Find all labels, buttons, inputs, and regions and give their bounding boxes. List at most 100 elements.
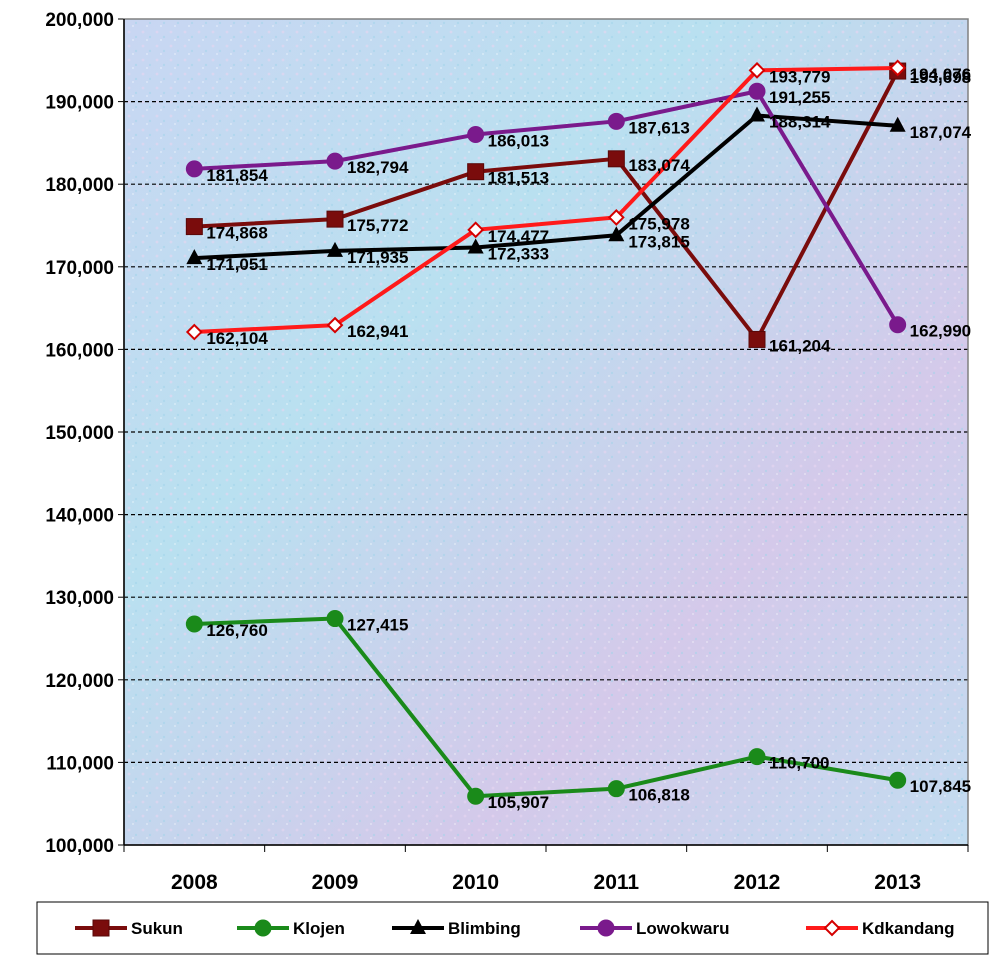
data-point [185,615,203,633]
data-point [607,209,625,226]
data-point [889,316,907,334]
legend-label: Sukun [131,919,183,938]
data-point [467,787,485,805]
legend-item-sukun: Sukun [75,919,183,938]
data-point [327,241,343,257]
data-label: 186,013 [488,132,549,151]
data-label: 162,990 [910,322,971,341]
data-point [326,610,344,628]
x-tick-label: 2013 [874,871,921,894]
data-point [748,330,766,348]
data-point [185,218,203,236]
data-point [748,82,766,100]
data-label: 187,074 [910,123,972,142]
series-lowokwaru [185,82,907,334]
data-label: 181,854 [206,166,268,185]
series-line [194,616,898,799]
legend-item-kdkandang: Kdkandang [806,919,955,938]
series-kdkandang [185,59,907,341]
y-tick-label: 130,000 [45,588,114,609]
legend-item-lowokwaru: Lowokwaru [580,919,730,938]
data-point [185,160,203,178]
data-point [607,780,625,798]
data-labels: 174,868 175,772 181,513 183,074 161,204 193,6… [206,65,971,812]
data-point [607,112,625,130]
data-label: 127,415 [347,616,408,635]
data-label: 174,868 [206,224,267,243]
data-point [607,150,625,168]
x-tick-label: 2010 [452,871,499,894]
legend-label: Klojen [293,919,345,938]
y-tick-label: 200,000 [45,10,114,31]
data-point [749,106,765,122]
x-tick-label: 2009 [312,871,359,894]
data-label: 162,104 [206,329,268,348]
legend: Sukun Klojen Blimbing Lowokwaru Kdkandang [36,901,989,955]
data-label: 188,314 [769,113,831,132]
data-point [889,116,906,132]
data-label: 110,700 [769,754,830,773]
data-point [410,919,426,934]
data-label: 187,613 [628,118,689,137]
series-line [194,113,898,261]
legend-label: Lowokwaru [636,919,730,938]
data-label: 191,255 [769,88,830,107]
axes: 100,000 110,000 120,000 130,000 140,000 150,0… [45,10,969,894]
series-line [194,89,900,326]
legend-item-blimbing: Blimbing [392,919,521,938]
data-label: 181,513 [488,169,549,188]
data-point [467,221,485,239]
data-point [889,59,907,77]
legend-label: Blimbing [448,919,521,938]
data-label: 174,477 [488,227,549,246]
y-tick-label: 150,000 [45,423,114,444]
data-label: 194,076 [910,65,971,84]
data-point [823,919,841,937]
data-point [254,919,272,937]
series-sukun [185,62,907,348]
data-point [92,919,110,937]
data-point [326,210,344,228]
data-label: 193,779 [769,67,830,86]
data-label: 173,815 [628,232,689,251]
x-tick-label: 2011 [594,871,640,894]
y-tick-label: 110,000 [46,753,114,774]
x-tick-label: 2012 [734,871,781,894]
data-label: 183,074 [628,156,690,175]
series-line [194,65,898,335]
data-label: 171,935 [347,248,408,267]
series-blimbing [186,106,906,265]
data-point [326,316,344,334]
data-label: 126,760 [206,621,267,640]
y-tick-label: 190,000 [45,93,114,114]
data-point [748,61,766,79]
data-point [748,748,766,766]
data-label: 182,794 [347,158,409,177]
data-point [186,249,203,265]
data-label: 175,978 [628,214,689,233]
data-point [467,238,484,254]
data-label: 162,941 [347,322,408,341]
y-tick-label: 120,000 [45,671,114,692]
data-point [597,919,615,937]
data-label: 172,333 [488,245,549,264]
data-label: 161,204 [769,336,831,355]
legend-label: Kdkandang [862,919,955,938]
data-label: 107,845 [910,777,971,796]
y-tick-label: 160,000 [45,340,114,361]
data-point [467,126,485,144]
legend-item-klojen: Klojen [237,919,345,938]
data-label: 106,818 [628,786,689,805]
data-label: 175,772 [347,216,408,235]
data-label: 171,051 [206,255,267,274]
y-tick-label: 100,000 [45,836,114,857]
data-label: 193,698 [910,68,971,87]
data-label: 105,907 [488,793,549,812]
y-tick-label: 180,000 [45,175,114,196]
data-point [185,323,203,341]
data-point [467,163,485,181]
y-tick-label: 170,000 [45,258,114,279]
gridlines [124,100,968,764]
data-point [889,771,907,789]
x-tick-label: 2008 [171,871,218,894]
